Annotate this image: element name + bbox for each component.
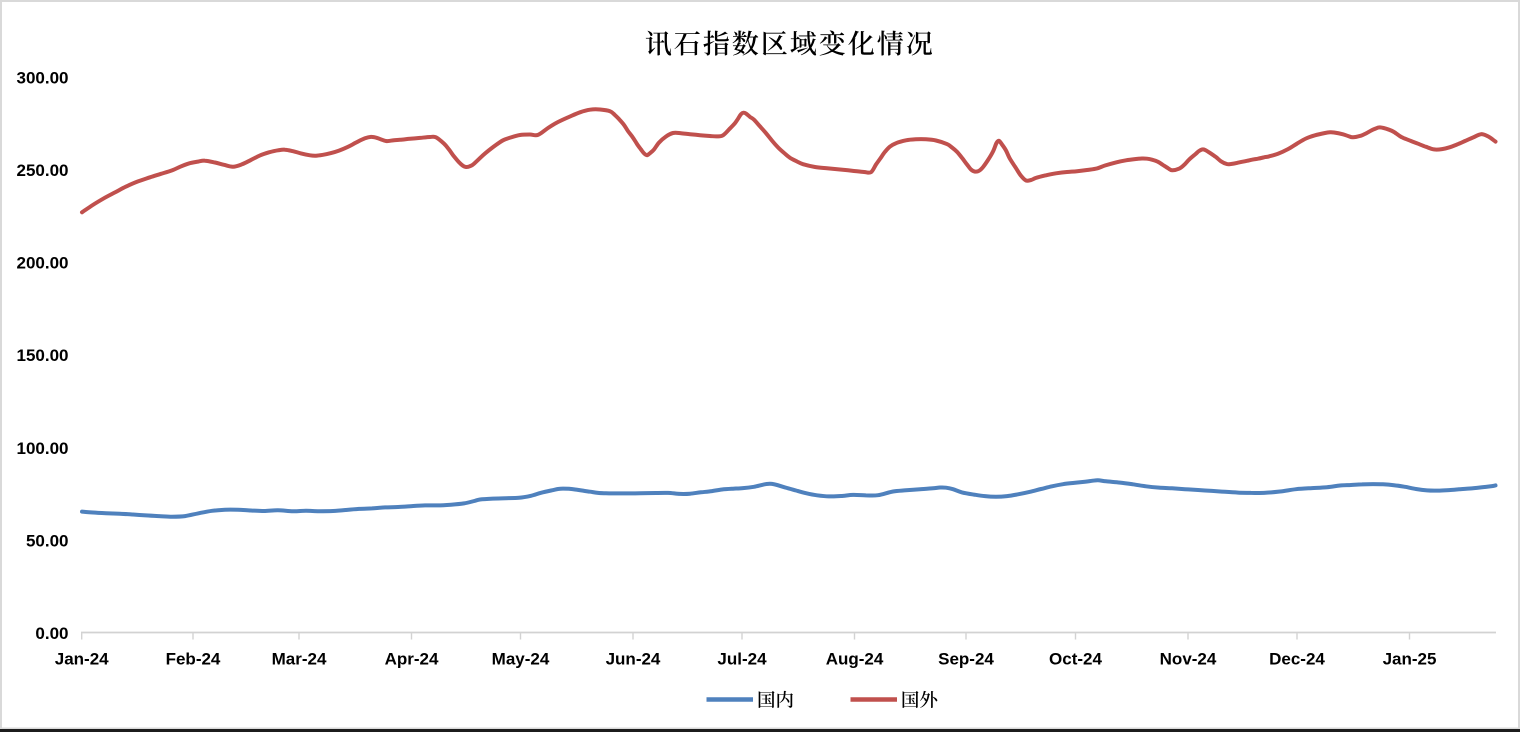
svg-text:Aug-24: Aug-24 [826, 649, 884, 668]
svg-text:100.00: 100.00 [17, 439, 69, 458]
svg-text:Jul-24: Jul-24 [717, 649, 767, 668]
svg-text:300.00: 300.00 [17, 69, 69, 88]
svg-text:Jun-24: Jun-24 [606, 649, 661, 668]
svg-text:Apr-24: Apr-24 [385, 649, 439, 668]
svg-text:May-24: May-24 [492, 649, 550, 668]
svg-text:Dec-24: Dec-24 [1269, 649, 1325, 668]
svg-text:Jan-25: Jan-25 [1383, 649, 1437, 668]
svg-text:200.00: 200.00 [17, 254, 69, 273]
svg-text:Nov-24: Nov-24 [1160, 649, 1217, 668]
svg-text:250.00: 250.00 [17, 161, 69, 180]
svg-text:50.00: 50.00 [26, 531, 69, 550]
svg-text:Feb-24: Feb-24 [166, 649, 221, 668]
svg-text:Sep-24: Sep-24 [938, 649, 994, 668]
svg-text:150.00: 150.00 [17, 346, 69, 365]
svg-text:Oct-24: Oct-24 [1049, 649, 1102, 668]
svg-text:0.00: 0.00 [35, 624, 68, 643]
svg-text:Jan-24: Jan-24 [55, 649, 109, 668]
svg-text:Mar-24: Mar-24 [272, 649, 327, 668]
